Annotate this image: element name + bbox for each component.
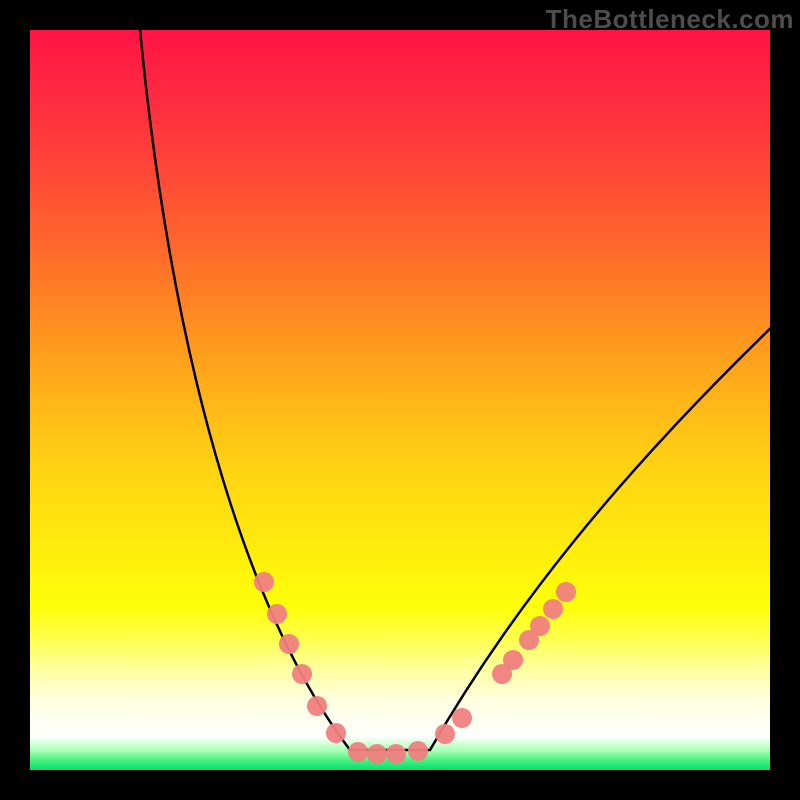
marker-dot (292, 664, 312, 684)
marker-dot (543, 599, 563, 619)
marker-dot (279, 634, 299, 654)
marker-dot (254, 572, 274, 592)
marker-dot (408, 741, 428, 761)
watermark-text: TheBottleneck.com (546, 4, 794, 35)
marker-dot (435, 724, 455, 744)
marker-dot (326, 723, 346, 743)
marker-dot (386, 744, 406, 764)
marker-dot (556, 582, 576, 602)
marker-dot (367, 744, 387, 764)
bottleneck-chart (0, 0, 800, 800)
marker-dot (307, 696, 327, 716)
marker-dot (267, 604, 287, 624)
marker-dot (348, 742, 368, 762)
chart-frame: TheBottleneck.com (0, 0, 800, 800)
marker-dot (452, 708, 472, 728)
marker-dot (530, 616, 550, 636)
marker-dot (503, 650, 523, 670)
gradient-background (30, 30, 770, 770)
